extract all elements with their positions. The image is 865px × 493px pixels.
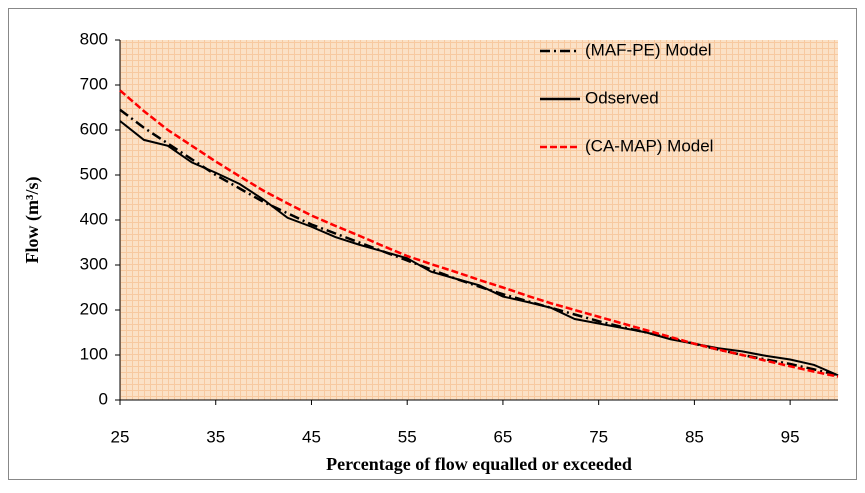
y-tick-label: 600 bbox=[80, 119, 108, 138]
y-tick-label: 100 bbox=[80, 344, 108, 363]
y-axis-title: Flow (m³/s) bbox=[22, 177, 43, 264]
y-tick-label: 0 bbox=[99, 389, 108, 408]
legend-label: Odserved bbox=[585, 88, 659, 107]
y-tick-label: 700 bbox=[80, 74, 108, 93]
x-tick-label: 95 bbox=[781, 427, 800, 446]
plot-area bbox=[120, 40, 838, 400]
legend-label: (CA-MAP) Model bbox=[585, 136, 713, 155]
x-tick-label: 75 bbox=[589, 427, 608, 446]
y-tick-label: 200 bbox=[80, 299, 108, 318]
x-tick-label: 85 bbox=[685, 427, 704, 446]
x-axis-title: Percentage of flow equalled or exceeded bbox=[326, 454, 632, 474]
x-tick-label: 55 bbox=[398, 427, 417, 446]
line-series bbox=[119, 108, 839, 377]
y-tick-label: 800 bbox=[80, 29, 108, 48]
y-tick-label: 500 bbox=[80, 164, 108, 183]
legend-label: (MAF-PE) Model bbox=[585, 40, 712, 59]
x-tick-label: 45 bbox=[302, 427, 321, 446]
x-tick-label: 65 bbox=[493, 427, 512, 446]
y-tick-label: 300 bbox=[80, 254, 108, 273]
line-series bbox=[119, 120, 839, 377]
x-tick-label: 25 bbox=[111, 427, 130, 446]
y-tick-label: 400 bbox=[80, 209, 108, 228]
x-tick-label: 35 bbox=[206, 427, 225, 446]
